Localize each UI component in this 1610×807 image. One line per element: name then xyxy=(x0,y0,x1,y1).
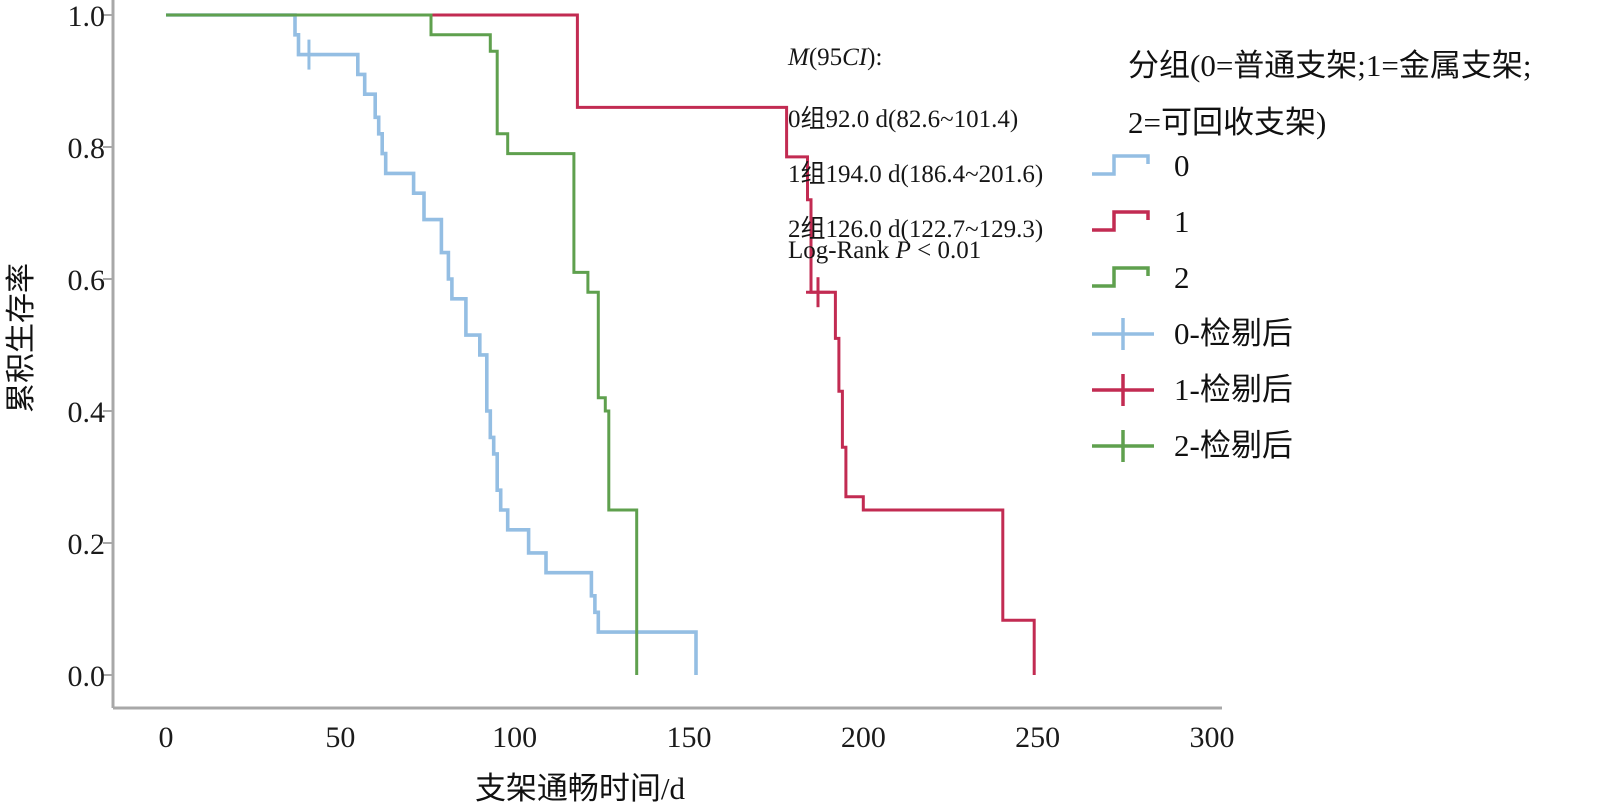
legend-entry-group0: 0 xyxy=(1090,148,1190,184)
legend-label-group1: 1 xyxy=(1174,204,1190,239)
logrank-value: < 0.01 xyxy=(910,237,982,264)
annotation-median-header: M(95CI): xyxy=(788,44,882,72)
legend-entry-group2: 2 xyxy=(1090,260,1190,296)
logrank-p: P xyxy=(895,237,911,264)
legend-label-group0: 0 xyxy=(1174,148,1190,183)
legend-key-step-group2 xyxy=(1092,266,1150,288)
series-line-0 xyxy=(166,13,698,675)
x-axis-title: 支架通畅时间/d xyxy=(474,771,686,806)
x-tick-label: 0 xyxy=(159,721,174,754)
legend-label-group0-censored: 0-检剔后 xyxy=(1174,316,1293,351)
annotation-ci: CI xyxy=(842,44,868,71)
x-tick-label: 250 xyxy=(1015,721,1060,754)
legend-title-line2: 2=可回收支架) xyxy=(1128,105,1327,140)
annotation-group2-median: 2组126.0 d(122.7~129.3) xyxy=(788,216,1044,243)
annotation-logrank: Log-Rank P < 0.01 xyxy=(788,237,981,265)
legend-label-group1-censored: 1-检剔后 xyxy=(1174,372,1293,407)
legend-entry-group0-censored: 0-检剔后 xyxy=(1090,316,1293,352)
y-tick-label: 0.4 xyxy=(68,396,106,429)
annotation-group0-median: 0组92.0 d(82.6~101.4) xyxy=(788,106,1019,133)
x-tick-label: 150 xyxy=(667,721,712,754)
legend-entry-group1: 1 xyxy=(1090,204,1190,240)
logrank-text: Log-Rank xyxy=(788,237,896,264)
legend-entry-group1-censored: 1-检剔后 xyxy=(1090,372,1293,408)
x-tick-label: 100 xyxy=(492,721,537,754)
legend-label-group2-censored: 2-检剔后 xyxy=(1174,428,1293,463)
y-tick-label: 0.2 xyxy=(68,528,106,561)
legend-key-cross-group1 xyxy=(1092,374,1154,406)
legend-entry-group2-censored: 2-检剔后 xyxy=(1090,428,1293,464)
annotation-m: M xyxy=(788,44,809,71)
x-tick-label: 300 xyxy=(1190,721,1235,754)
legend-label-group2: 2 xyxy=(1174,260,1190,295)
y-axis-title: 累积生存率 xyxy=(5,263,38,413)
legend-key-step-group1 xyxy=(1092,210,1150,232)
series-line-1 xyxy=(166,13,1036,675)
legend-key-cross-group0 xyxy=(1092,318,1154,350)
annotation-paren: (95 xyxy=(808,44,843,71)
y-tick-label: 0.0 xyxy=(68,660,106,693)
legend-key-step-group0 xyxy=(1092,154,1150,176)
legend-title-line1: 分组(0=普通支架;1=金属支架; xyxy=(1128,48,1532,83)
y-tick-label: 1.0 xyxy=(68,0,106,33)
x-tick-label: 50 xyxy=(325,721,355,754)
x-tick-label: 200 xyxy=(841,721,886,754)
y-tick-label: 0.8 xyxy=(68,132,106,165)
annotation-colon: ): xyxy=(867,44,883,71)
y-tick-label: 0.6 xyxy=(68,264,106,297)
annotation-group1-median: 1组194.0 d(186.4~201.6) xyxy=(788,161,1044,188)
series-line-2 xyxy=(166,13,639,675)
legend-key-cross-group2 xyxy=(1092,430,1154,462)
